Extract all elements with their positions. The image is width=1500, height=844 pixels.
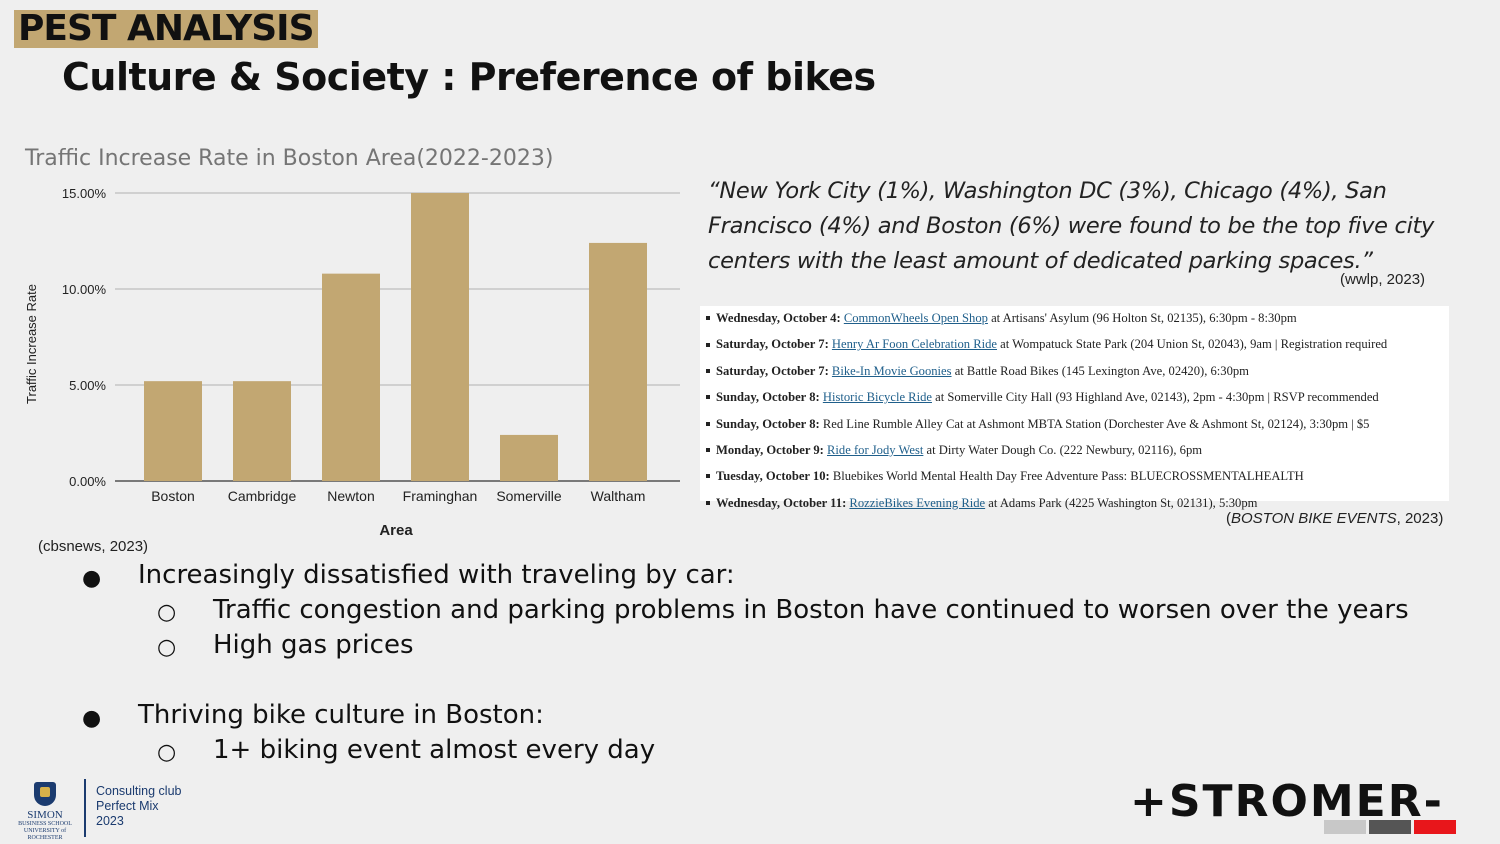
bar-framinghan bbox=[411, 193, 469, 481]
event-link[interactable]: Bike-In Movie Goonies bbox=[831, 363, 952, 378]
bar-cambridge bbox=[233, 381, 291, 481]
bar-waltham bbox=[589, 242, 647, 481]
event-details: at Artisans' Asylum (96 Holton St, 02135… bbox=[987, 311, 1297, 325]
event-details: at Battle Road Bikes (145 Lexington Ave,… bbox=[951, 363, 1249, 378]
club-line2: Perfect Mix bbox=[96, 799, 159, 813]
event-item: Wednesday, October 11: RozzieBikes Eveni… bbox=[706, 494, 1449, 520]
x-tick-label: Cambridge bbox=[228, 488, 297, 504]
bullet-square-icon bbox=[706, 474, 710, 479]
event-date: Wednesday, October 11: bbox=[716, 495, 850, 510]
event-date: Monday, October 9: bbox=[716, 442, 828, 457]
stromer-logo: +STROMER- bbox=[1130, 776, 1444, 827]
parking-quote: “New York City (1%), Washington DC (3%),… bbox=[708, 178, 1435, 274]
bullet-gas: High gas prices bbox=[213, 630, 414, 660]
brand-bar-grey bbox=[1324, 820, 1366, 834]
section-tag: PEST ANALYSIS bbox=[14, 10, 318, 48]
event-item: Sunday, October 8: Red Line Rumble Alley… bbox=[706, 415, 1449, 441]
x-tick-label: Boston bbox=[151, 488, 195, 504]
bullet-congestion: Traffic congestion and parking problems … bbox=[213, 595, 1409, 625]
x-tick-label: Somerville bbox=[496, 488, 562, 504]
brand-bar-red bbox=[1414, 820, 1456, 834]
events-source: (BOSTON BIKE EVENTS, 2023) bbox=[1226, 510, 1444, 527]
event-details: at Dirty Water Dough Co. (222 Newbury, 0… bbox=[923, 442, 1203, 457]
bullet-dot: ● bbox=[82, 706, 102, 731]
event-item: Wednesday, October 4: CommonWheels Open … bbox=[706, 309, 1449, 335]
club-info: Consulting club Perfect Mix 2023 bbox=[96, 784, 181, 829]
event-item: Monday, October 9: Ride for Jody West at… bbox=[706, 441, 1449, 467]
event-item: Tuesday, October 10: Bluebikes World Men… bbox=[706, 467, 1449, 493]
sub-bullet-ring: ○ bbox=[157, 635, 177, 660]
event-details: Bluebikes World Mental Health Day Free A… bbox=[832, 469, 1304, 484]
event-date: Saturday, October 7: bbox=[716, 363, 832, 378]
bullet-square-icon bbox=[706, 395, 710, 400]
event-link[interactable]: CommonWheels Open Shop bbox=[843, 311, 988, 325]
x-tick-label: Newton bbox=[327, 488, 374, 504]
y-tick-label: 10.00% bbox=[62, 282, 107, 297]
event-item: Saturday, October 7: Henry Ar Foon Celeb… bbox=[706, 335, 1449, 361]
bar-somerville bbox=[500, 434, 558, 481]
event-details: at Wompatuck State Park (204 Union St, 0… bbox=[997, 337, 1388, 352]
x-tick-label: Waltham bbox=[591, 488, 646, 504]
brand-bar-dark bbox=[1369, 820, 1411, 834]
bullet-square-icon bbox=[706, 368, 710, 373]
quote-source: (wwlp, 2023) bbox=[1340, 271, 1426, 288]
event-details: at Somerville City Hall (93 Highland Ave… bbox=[931, 390, 1379, 405]
event-date: Wednesday, October 4: bbox=[716, 311, 844, 325]
club-line1: Consulting club bbox=[96, 784, 182, 798]
x-tick-label: Framinghan bbox=[403, 488, 478, 504]
bullet-square-icon bbox=[706, 500, 710, 505]
event-details: Red Line Rumble Alley Cat at Ashmont MBT… bbox=[822, 416, 1370, 431]
bullet-square-icon bbox=[706, 342, 710, 347]
chart-title: Traffic Increase Rate in Boston Area(202… bbox=[25, 146, 554, 171]
events-source-year: , 2023) bbox=[1396, 510, 1444, 527]
y-tick-label: 5.00% bbox=[69, 378, 106, 393]
event-link[interactable]: Henry Ar Foon Celebration Ride bbox=[831, 337, 998, 352]
event-details: at Adams Park (4225 Washington St, 02131… bbox=[985, 495, 1258, 510]
footer-divider bbox=[84, 779, 86, 837]
event-date: Saturday, October 7: bbox=[716, 337, 832, 352]
bullet-square-icon bbox=[706, 421, 710, 426]
bullet-square-icon bbox=[706, 448, 710, 453]
crest-icon bbox=[34, 782, 56, 806]
bullet-bike-culture: Thriving bike culture in Boston: bbox=[138, 700, 544, 730]
slide-title: Culture & Society : Preference of bikes bbox=[62, 55, 876, 99]
school-sub2: UNIVERSITY of ROCHESTER bbox=[23, 828, 67, 841]
y-axis-title: Traffic Increase Rate bbox=[24, 284, 39, 404]
sub-bullet-ring: ○ bbox=[157, 600, 177, 625]
event-link[interactable]: Historic Bicycle Ride bbox=[822, 390, 932, 405]
events-source-name: BOSTON BIKE EVENTS bbox=[1231, 510, 1397, 527]
chart-source: (cbsnews, 2023) bbox=[38, 538, 149, 555]
bar-chart: 0.00% 5.00% 10.00% 15.00% Boston Cambridge New… bbox=[24, 186, 680, 539]
club-line3: 2023 bbox=[96, 814, 124, 828]
bar-boston bbox=[144, 381, 202, 481]
bike-events-list: Wednesday, October 4: CommonWheels Open … bbox=[700, 306, 1449, 510]
event-date: Sunday, October 8: bbox=[716, 390, 823, 405]
bullet-square-icon bbox=[706, 316, 710, 321]
bullet-dot: ● bbox=[82, 566, 102, 591]
school-sub1: BUSINESS SCHOOL bbox=[18, 821, 72, 827]
event-item: Saturday, October 7: Bike-In Movie Gooni… bbox=[706, 362, 1449, 388]
event-link[interactable]: Ride for Jody West bbox=[827, 442, 924, 457]
bullet-car: Increasingly dissatisfied with traveling… bbox=[138, 560, 735, 590]
event-item: Sunday, October 8: Historic Bicycle Ride… bbox=[706, 388, 1449, 414]
y-tick-label: 0.00% bbox=[69, 474, 106, 489]
sub-bullet-ring: ○ bbox=[157, 740, 177, 765]
event-date: Sunday, October 8: bbox=[716, 416, 823, 431]
y-tick-label: 15.00% bbox=[62, 186, 107, 201]
simon-logo: SIMON BUSINESS SCHOOL UNIVERSITY of ROCH… bbox=[12, 782, 78, 842]
x-axis-title: Area bbox=[379, 522, 413, 539]
event-date: Tuesday, October 10: bbox=[716, 469, 833, 484]
bullet-events: 1+ biking event almost every day bbox=[213, 735, 656, 765]
bar-newton bbox=[322, 273, 380, 481]
event-link[interactable]: RozzieBikes Evening Ride bbox=[849, 495, 986, 510]
school-name: SIMON bbox=[27, 809, 63, 821]
